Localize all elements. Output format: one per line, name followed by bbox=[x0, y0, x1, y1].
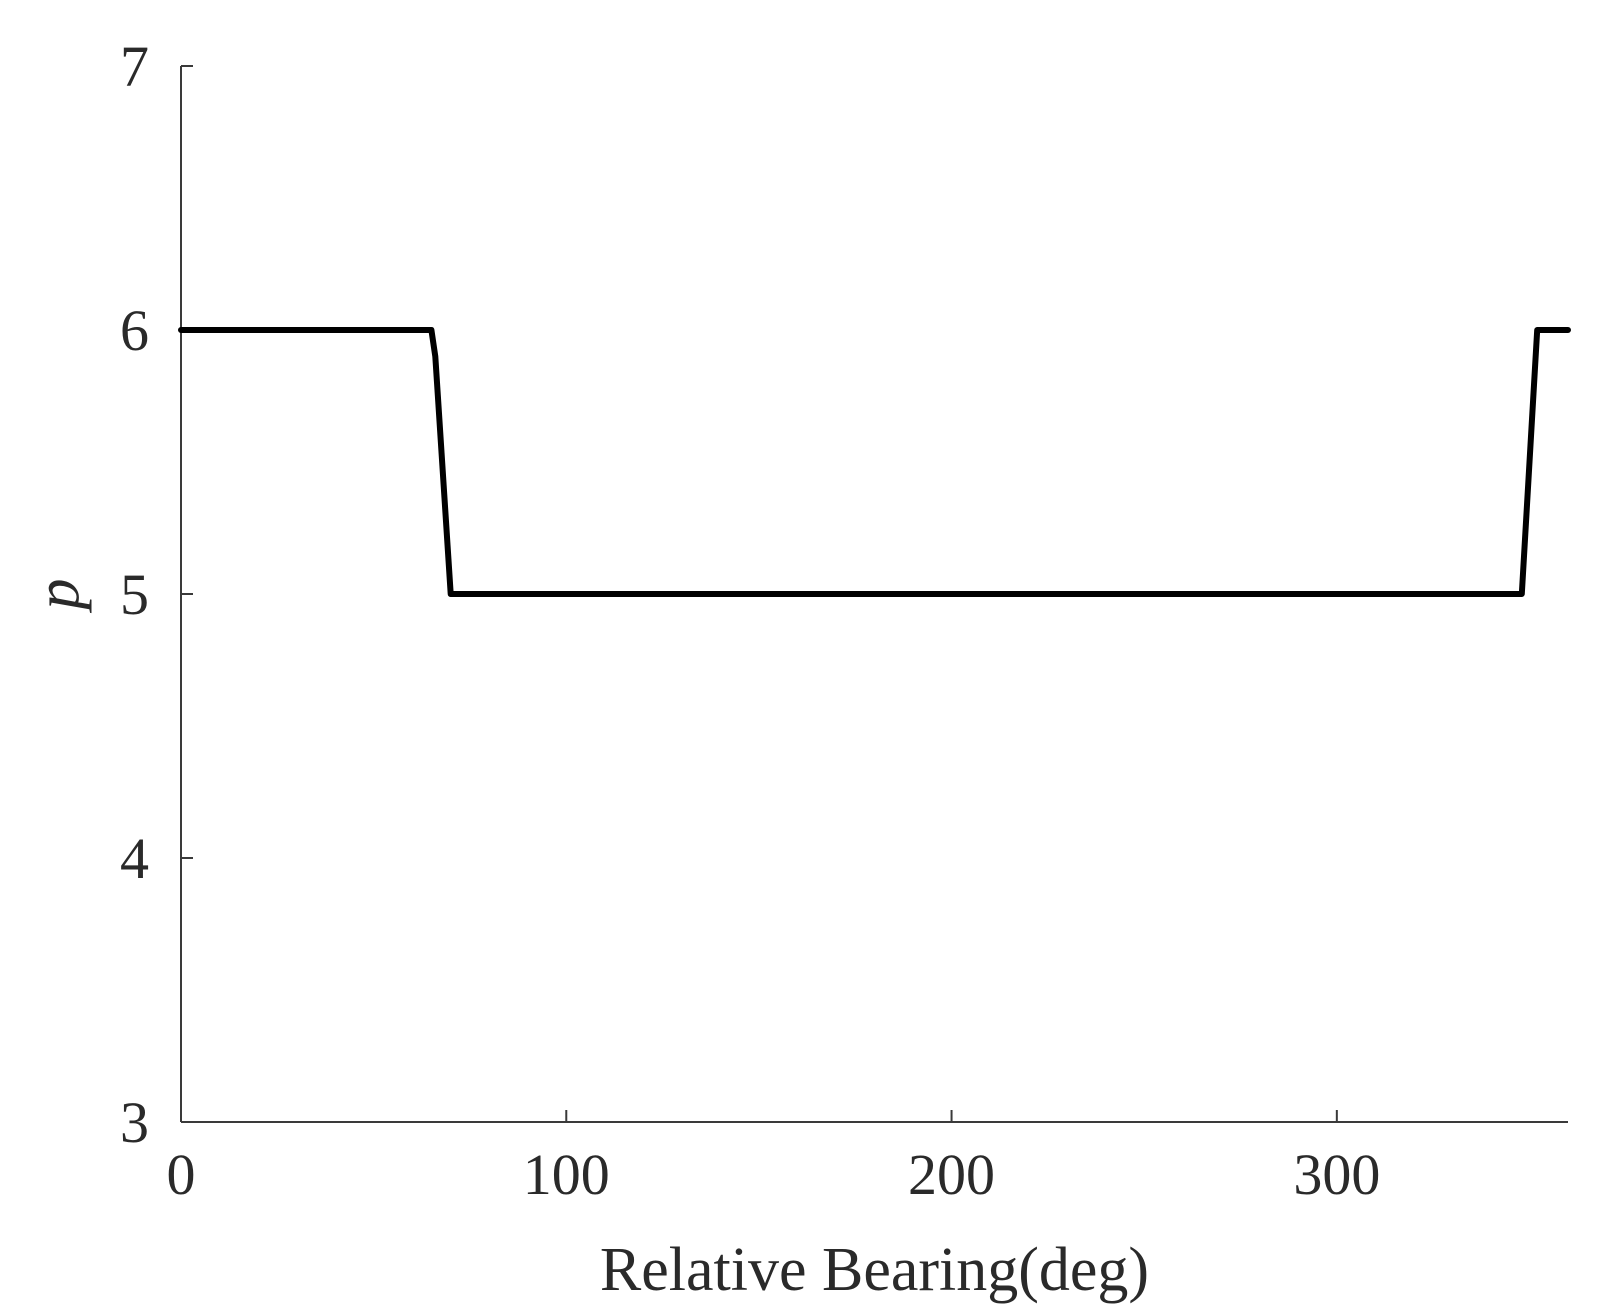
x-tick-label: 300 bbox=[1293, 1142, 1380, 1207]
y-tick-label: 3 bbox=[120, 1090, 149, 1155]
x-tick-label: 200 bbox=[908, 1142, 995, 1207]
y-tick-label: 4 bbox=[120, 826, 149, 891]
x-tick-label: 0 bbox=[167, 1142, 196, 1207]
y-tick-label: 6 bbox=[120, 298, 149, 363]
x-axis-title: Relative Bearing(deg) bbox=[600, 1236, 1149, 1304]
x-tick-label: 100 bbox=[523, 1142, 610, 1207]
y-tick-label: 5 bbox=[120, 562, 149, 627]
x-ticks: 0 100 200 300 bbox=[167, 1110, 1380, 1207]
y-tick-label: 7 bbox=[120, 34, 149, 99]
y-axis-title: p bbox=[24, 579, 92, 614]
series-group bbox=[178, 327, 1571, 597]
series-line bbox=[178, 327, 1571, 597]
y-ticks: 3 4 5 6 7 bbox=[120, 34, 193, 1155]
